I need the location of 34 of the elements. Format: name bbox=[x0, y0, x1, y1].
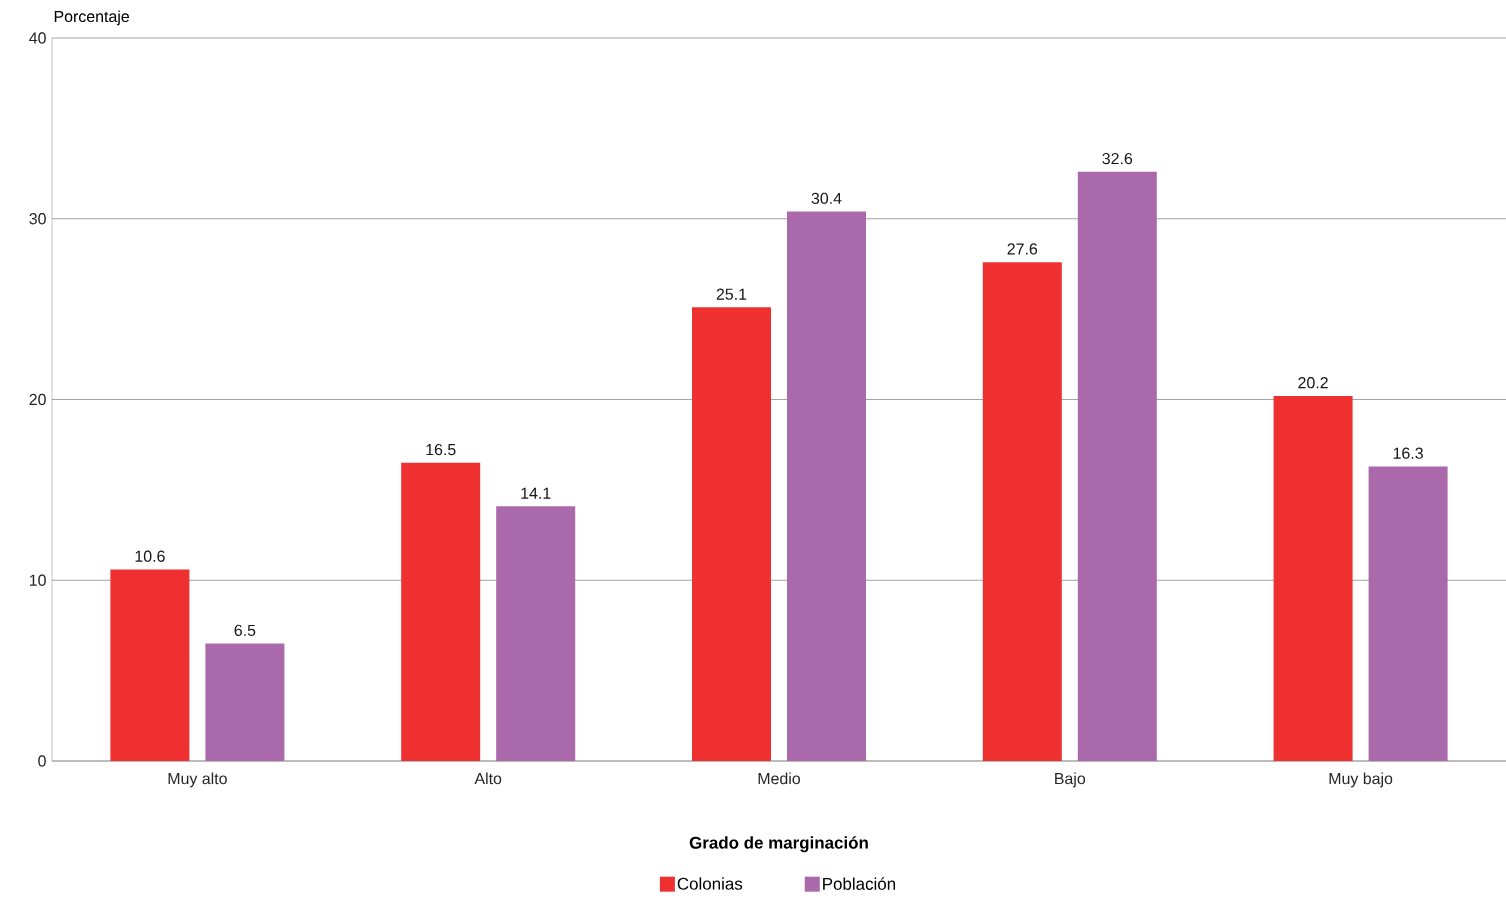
bar bbox=[496, 506, 576, 761]
x-axis-title: Grado de marginación bbox=[689, 836, 868, 853]
bar bbox=[982, 262, 1062, 761]
x-tick-label: Muy bajo bbox=[1329, 772, 1393, 788]
bar bbox=[692, 307, 771, 761]
x-tick-label: Alto bbox=[474, 772, 502, 785]
bar bbox=[110, 569, 190, 761]
data-label: 16.5 bbox=[426, 443, 456, 456]
y-tick-label: 0 bbox=[38, 755, 46, 767]
bar bbox=[1077, 171, 1157, 761]
x-tick-label: Medio bbox=[758, 772, 801, 785]
y-tick-label: 20 bbox=[29, 393, 46, 406]
legend-label: Colonias bbox=[677, 877, 743, 890]
bar bbox=[205, 643, 285, 761]
data-label: 27.6 bbox=[1007, 243, 1038, 255]
y-tick-label: 10 bbox=[29, 574, 46, 586]
data-label: 14.1 bbox=[521, 487, 551, 499]
x-tick-label: Bajo bbox=[1055, 772, 1086, 788]
data-label: 16.3 bbox=[1393, 447, 1423, 459]
legend-label: Población bbox=[823, 877, 896, 890]
data-label: 6.5 bbox=[234, 624, 256, 636]
bar bbox=[1368, 466, 1448, 761]
y-tick-label: 30 bbox=[29, 213, 46, 225]
bar bbox=[401, 462, 481, 761]
y-axis-title: Porcentaje bbox=[54, 10, 129, 26]
bar bbox=[787, 211, 866, 761]
data-label: 30.4 bbox=[811, 192, 842, 204]
data-label: 10.6 bbox=[135, 550, 165, 562]
data-label: 32.6 bbox=[1102, 152, 1133, 165]
data-label: 25.1 bbox=[716, 288, 747, 300]
x-tick-label: Muy alto bbox=[168, 772, 227, 788]
bar bbox=[1273, 395, 1353, 761]
y-tick-label: 40 bbox=[29, 32, 46, 44]
data-label: 20.2 bbox=[1298, 377, 1328, 389]
